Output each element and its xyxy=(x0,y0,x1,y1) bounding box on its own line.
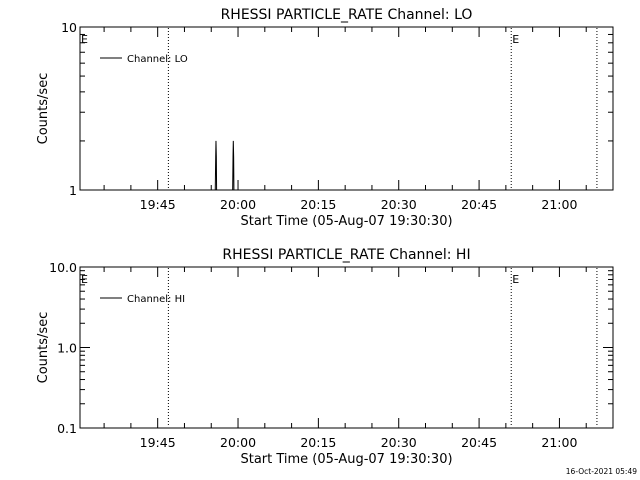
event-marker: E xyxy=(81,33,88,46)
panel-1: RHESSI PARTICLE_RATE Channel: LO 1 10 19:45… xyxy=(36,7,614,229)
x-tick-label: 20:00 xyxy=(220,435,256,450)
y-axis-label: Counts/sec xyxy=(36,312,51,384)
x-tick-label: 20:30 xyxy=(381,197,417,212)
y-tick-label: 0.1 xyxy=(57,421,77,436)
event-marker: E xyxy=(512,33,519,46)
footer-timestamp: 16-Oct-2021 05:49 xyxy=(566,467,637,476)
chart-title: RHESSI PARTICLE_RATE Channel: LO xyxy=(221,7,473,23)
x-tick-label: 21:00 xyxy=(541,435,577,450)
y-tick-label: 1.0 xyxy=(57,341,77,356)
x-axis-label: Start Time (05-Aug-07 19:30:30) xyxy=(240,452,452,467)
x-tick-label: 20:45 xyxy=(461,197,497,212)
x-tick-label: 19:45 xyxy=(140,435,176,450)
x-tick-label: 20:45 xyxy=(461,435,497,450)
panel-2: RHESSI PARTICLE_RATE Channel: HI 0.1 1.0 10… xyxy=(36,247,614,467)
series-line xyxy=(214,140,218,191)
legend-entry: Channel: HI xyxy=(127,294,185,305)
plot-frame xyxy=(79,266,614,429)
x-tick-label: 21:00 xyxy=(541,197,577,212)
event-marker: E xyxy=(512,273,519,286)
x-tick-label: 20:00 xyxy=(220,197,256,212)
y-tick-label: 1 xyxy=(69,183,77,198)
x-tick-label: 20:30 xyxy=(381,435,417,450)
y-tick-label: 10 xyxy=(61,20,77,35)
x-tick-label: 20:15 xyxy=(300,435,336,450)
x-tick-label: 19:45 xyxy=(140,197,176,212)
series-line xyxy=(232,140,235,191)
x-tick-label: 20:15 xyxy=(300,197,336,212)
y-tick-label: 10.0 xyxy=(49,260,77,275)
chart-title: RHESSI PARTICLE_RATE Channel: HI xyxy=(222,247,470,263)
legend-entry: Channel: LO xyxy=(127,54,188,65)
x-axis-label: Start Time (05-Aug-07 19:30:30) xyxy=(240,214,452,229)
y-axis-label: Counts/sec xyxy=(36,73,51,145)
event-marker: E xyxy=(81,273,88,286)
plot-frame xyxy=(79,26,614,191)
